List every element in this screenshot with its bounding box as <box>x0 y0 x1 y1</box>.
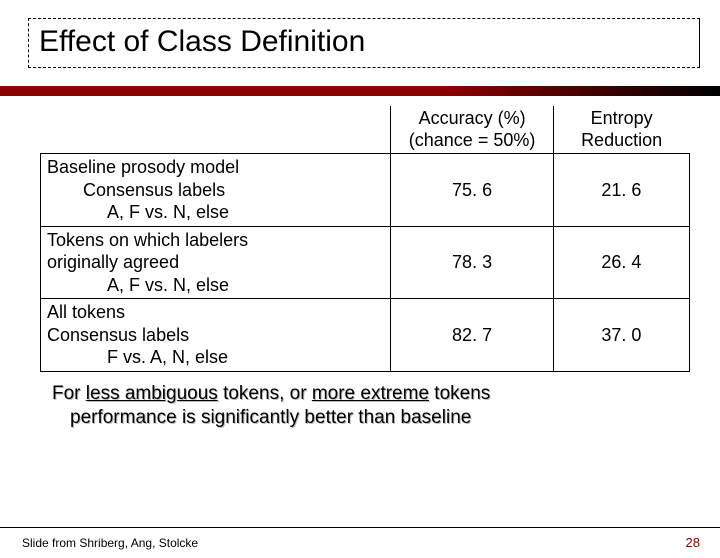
row-label-main2: Consensus labels <box>47 325 189 345</box>
slide-title: Effect of Class Definition <box>39 25 689 59</box>
row-label: Tokens on which labelers originally agre… <box>41 226 391 299</box>
col-entropy-line2: Reduction <box>581 130 662 150</box>
col-entropy-line1: Entropy <box>591 108 653 128</box>
accent-bar <box>0 86 720 96</box>
cell-entropy: 21. 6 <box>553 154 689 227</box>
row-label-sub2: A, F vs. N, else <box>47 201 384 224</box>
caption-part: For <box>52 383 86 404</box>
row-label-main: All tokens <box>47 302 125 322</box>
caption-part: tokens, or <box>218 383 312 404</box>
cell-accuracy: 78. 3 <box>391 226 553 299</box>
table-row: All tokens Consensus labels F vs. A, N, … <box>41 299 690 372</box>
row-label-sub1: Consensus labels <box>47 179 384 202</box>
table-row: Baseline prosody model Consensus labels … <box>41 154 690 227</box>
caption-line2: performance is significantly better than… <box>52 406 471 431</box>
col-entropy-header: Entropy Reduction <box>553 106 689 154</box>
footer-divider <box>0 527 720 528</box>
caption-part: tokens <box>429 383 490 404</box>
row-label-main: Tokens on which labelers <box>47 230 248 250</box>
row-label: All tokens Consensus labels F vs. A, N, … <box>41 299 391 372</box>
row-label-main: Baseline prosody model <box>47 157 239 177</box>
caption-underline-2: more extreme <box>312 383 429 404</box>
data-table: Accuracy (%) (chance = 50%) Entropy Redu… <box>40 106 690 372</box>
row-label-main2: originally agreed <box>47 252 179 272</box>
row-label-sub2: F vs. A, N, else <box>47 346 384 369</box>
title-box: Effect of Class Definition <box>28 18 700 68</box>
col-accuracy-line2: (chance = 50%) <box>409 130 536 150</box>
table-row: Tokens on which labelers originally agre… <box>41 226 690 299</box>
col-accuracy-line1: Accuracy (%) <box>419 108 526 128</box>
col-accuracy-header: Accuracy (%) (chance = 50%) <box>391 106 553 154</box>
row-label-sub2: A, F vs. N, else <box>47 274 384 297</box>
page-number: 28 <box>686 535 700 550</box>
cell-accuracy: 82. 7 <box>391 299 553 372</box>
row-label: Baseline prosody model Consensus labels … <box>41 154 391 227</box>
cell-entropy: 26. 4 <box>553 226 689 299</box>
table-header-row: Accuracy (%) (chance = 50%) Entropy Redu… <box>41 106 690 154</box>
slide-credit: Slide from Shriberg, Ang, Stolcke <box>22 536 198 550</box>
cell-entropy: 37. 0 <box>553 299 689 372</box>
cell-accuracy: 75. 6 <box>391 154 553 227</box>
caption-underline-1: less ambiguous <box>86 383 218 404</box>
caption-text: For less ambiguous tokens, or more extre… <box>52 382 680 431</box>
